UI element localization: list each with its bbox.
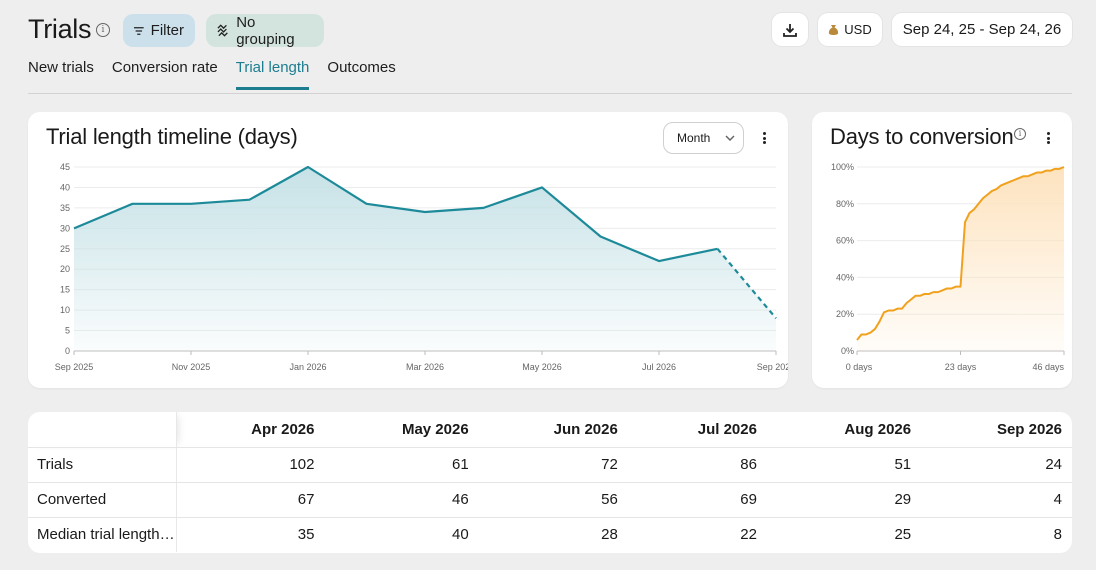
y-tick-label: 80% [836,199,854,209]
table-cell: 29 [766,482,922,518]
table-cell: 69 [627,482,767,518]
info-icon[interactable]: i [96,23,110,37]
days-to-conversion-card: Days to conversion i 0% 20% 40% 60% 80% 100% 0… [812,112,1072,388]
money-bag-icon [829,24,839,35]
y-tick-label: 35 [60,203,70,213]
tab-divider [28,93,1072,94]
y-tick-label: 15 [60,285,70,295]
x-tick-label: 23 days [945,362,977,372]
x-tick-label: Jan 2026 [289,362,326,372]
timeline-title: Trial length timeline (days) [46,124,298,149]
table-header-row: Apr 2026 May 2026 Jun 2026 Jul 2026 Aug … [28,412,1072,448]
filter-icon [134,26,144,35]
table-cell: 40 [451,526,469,544]
grouping-button[interactable]: No grouping [206,13,324,48]
y-tick-label: 20% [836,309,854,319]
area-fill [74,167,776,351]
filter-label: Filter [150,22,184,39]
table-cell: 24 [921,447,1072,483]
x-tick-label: 0 days [846,362,873,372]
conversion-chart: 0% 20% 40% 60% 80% 100% 0 days 23 days 46 days [831,162,1065,372]
table-cell: 46 [324,482,479,518]
table-cell: 72 [478,447,628,483]
table-cell: 56 [478,482,628,518]
grouping-label: No grouping [236,13,295,48]
trial-length-timeline-card: Trial length timeline (days) Month 0 5 10 1… [28,112,788,388]
chevron-down-icon [725,135,735,141]
y-tick-label: 5 [65,326,70,336]
x-tick-label: Jul 2026 [642,362,676,372]
y-tick-label: 60% [836,236,854,246]
y-tick-label: 20 [60,264,70,274]
column-header: Jun 2026 [478,412,628,448]
currency-label: USD [844,22,872,37]
table-row: Trials 102 61 72 86 51 24 [28,447,1072,483]
y-tick-label: 0% [841,346,854,356]
x-tick-label: Sep 2026 [757,362,788,372]
row-label: Trials [28,447,177,483]
timeline-more-icon[interactable] [756,129,772,147]
summary-table: Apr 2026 May 2026 Jun 2026 Jul 2026 Aug … [28,412,1072,553]
y-tick-label: 100% [831,162,854,172]
column-header: Jul 2026 [627,412,767,448]
table-row: Converted 67 46 56 69 29 4 [28,482,1072,518]
column-header: Apr 2026 [176,412,325,448]
conversion-more-icon[interactable] [1040,129,1056,147]
grouping-icon [217,24,228,37]
table-cell: 35 [297,526,315,544]
conversion-title: Days to conversion [830,124,1014,149]
info-icon[interactable]: i [1014,128,1026,140]
column-header: May 2026 [324,412,479,448]
table-cell: 51 [766,447,922,483]
tab-outcomes[interactable]: Outcomes [327,59,396,76]
tab-trial-length[interactable]: Trial length [235,59,310,90]
table-cell: 4 [921,482,1072,518]
table-cell: 8 [1053,526,1062,544]
table-cell: 67 [176,482,325,518]
x-tick-label: 46 days [1032,362,1064,372]
tab-bar: New trials Conversion rate Trial length … [28,59,414,90]
y-tick-label: 25 [60,244,70,254]
page-title: Trials [28,14,92,44]
table-cell: 28 [601,526,618,544]
table-cell: 61 [324,447,479,483]
x-tick-label: Mar 2026 [406,362,444,372]
x-tick-label: Sep 2025 [55,362,94,372]
download-button[interactable] [772,13,808,46]
y-tick-label: 40 [60,182,70,192]
y-tick-label: 30 [60,223,70,233]
y-tick-label: 10 [60,305,70,315]
table-cell: 86 [627,447,767,483]
row-header-cell [28,412,177,448]
granularity-value: Month [677,131,711,145]
x-tick-label: May 2026 [522,362,562,372]
download-icon [783,23,797,37]
column-header: Sep 2026 [921,412,1072,448]
series-line [73,165,718,263]
table-cell: 25 [894,526,912,544]
timeline-chart: 0 5 10 15 20 25 30 35 40 45 Sep 2025 Nov 2025 Jan 20… [55,162,788,372]
series-line-projected [716,248,777,319]
table-row: Median trial length (days) 35 40 28 22 2… [28,517,1072,552]
currency-button[interactable]: USD [818,13,882,46]
tab-conversion-rate[interactable]: Conversion rate [111,59,218,76]
x-tick-label: Nov 2025 [172,362,211,372]
tab-new-trials[interactable]: New trials [28,59,94,76]
y-tick-label: 40% [836,272,854,282]
row-label: Converted [28,482,177,518]
series-line [856,166,1065,341]
y-tick-label: 45 [60,162,70,172]
table-cell: 102 [176,447,325,483]
area-fill [857,167,1064,351]
date-range-picker[interactable]: Sep 24, 25 - Sep 24, 26 [892,13,1072,46]
y-tick-label: 0 [65,346,70,356]
filter-button[interactable]: Filter [123,14,195,47]
table-cell: 22 [740,526,757,544]
granularity-select[interactable]: Month [663,122,744,154]
row-label: Median trial length (days) [28,517,177,552]
column-header: Aug 2026 [766,412,922,448]
